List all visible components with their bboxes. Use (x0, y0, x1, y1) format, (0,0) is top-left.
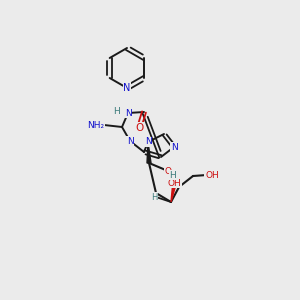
Polygon shape (171, 186, 175, 202)
Text: O: O (135, 123, 143, 133)
Text: OH: OH (205, 170, 219, 179)
Text: N: N (127, 136, 134, 146)
Text: H: H (169, 170, 176, 179)
Text: H: H (151, 193, 157, 202)
Text: N: N (171, 142, 177, 152)
Text: N: N (124, 109, 131, 118)
Text: O: O (164, 167, 172, 176)
Text: OH: OH (167, 178, 181, 188)
Text: N: N (145, 137, 152, 146)
Text: NH₂: NH₂ (87, 121, 104, 130)
Text: H: H (112, 106, 119, 116)
Text: N: N (123, 83, 131, 93)
Polygon shape (147, 142, 151, 163)
